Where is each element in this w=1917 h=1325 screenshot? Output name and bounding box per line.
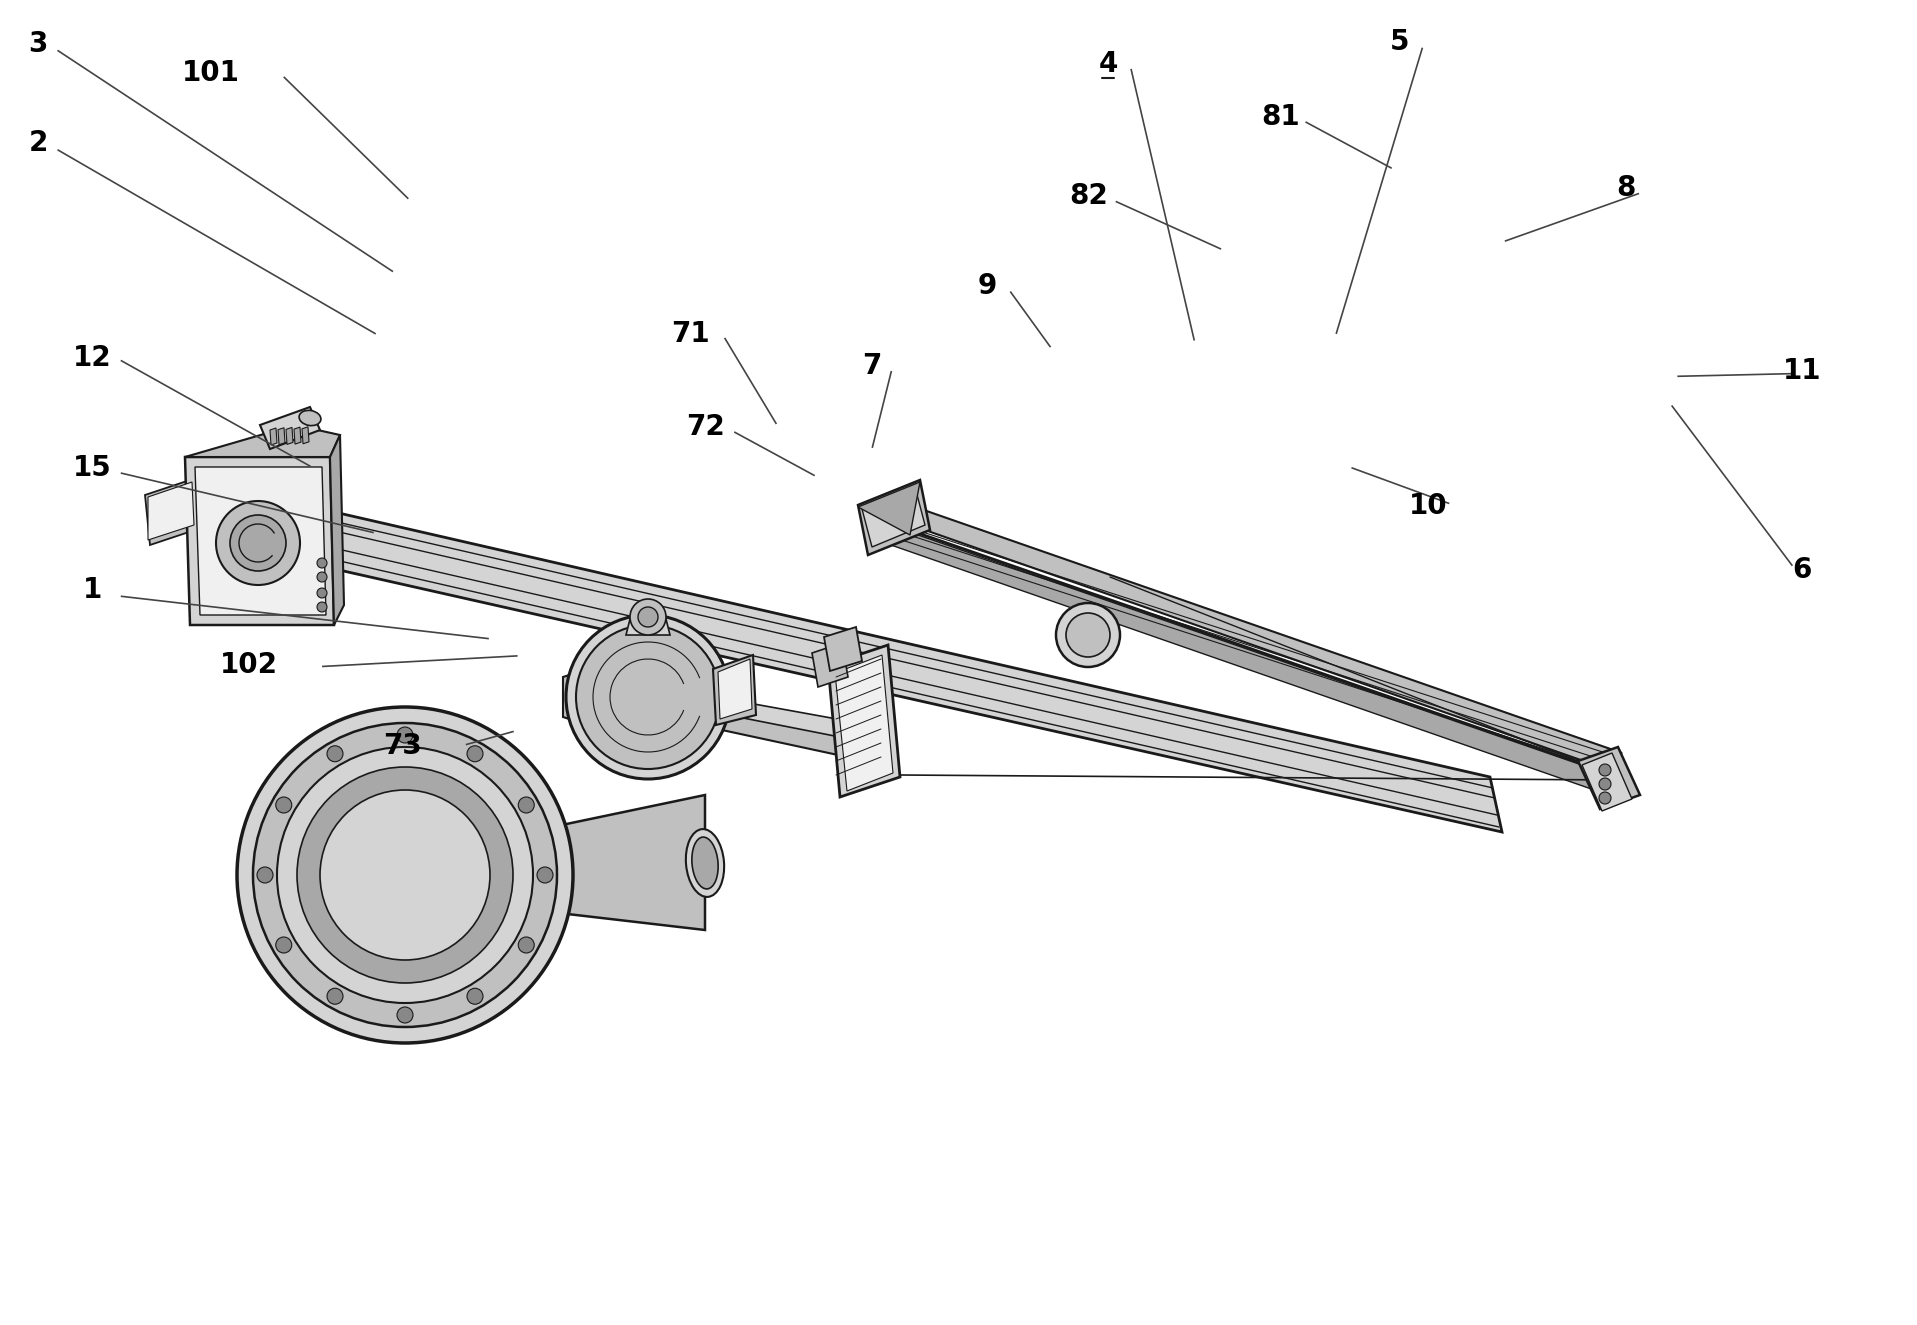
Polygon shape xyxy=(868,525,1620,788)
Polygon shape xyxy=(491,795,705,930)
Text: 2: 2 xyxy=(29,129,48,158)
Circle shape xyxy=(575,625,721,768)
Polygon shape xyxy=(293,427,301,444)
Circle shape xyxy=(468,746,483,762)
Circle shape xyxy=(316,588,328,598)
Circle shape xyxy=(1599,792,1610,804)
Circle shape xyxy=(631,599,665,635)
Polygon shape xyxy=(330,435,343,625)
Text: 7: 7 xyxy=(863,351,882,380)
Polygon shape xyxy=(1578,747,1641,810)
Text: 9: 9 xyxy=(978,272,997,301)
Polygon shape xyxy=(148,482,194,541)
Polygon shape xyxy=(196,466,326,615)
Polygon shape xyxy=(627,619,671,635)
Polygon shape xyxy=(270,428,276,445)
Polygon shape xyxy=(186,457,334,625)
Polygon shape xyxy=(824,627,863,670)
Polygon shape xyxy=(828,645,899,798)
Circle shape xyxy=(230,515,286,571)
Polygon shape xyxy=(863,488,926,547)
Polygon shape xyxy=(859,482,920,535)
Polygon shape xyxy=(286,428,293,444)
Text: 1: 1 xyxy=(82,575,102,604)
Circle shape xyxy=(1599,778,1610,790)
Text: 102: 102 xyxy=(220,651,278,680)
Text: 10: 10 xyxy=(1409,492,1447,521)
Circle shape xyxy=(1599,765,1610,776)
Circle shape xyxy=(316,572,328,582)
Text: 71: 71 xyxy=(671,319,709,348)
Polygon shape xyxy=(186,425,339,457)
Polygon shape xyxy=(728,702,870,739)
Polygon shape xyxy=(859,480,930,555)
Polygon shape xyxy=(303,427,309,444)
Circle shape xyxy=(276,937,291,953)
Circle shape xyxy=(468,988,483,1004)
Circle shape xyxy=(1066,613,1110,657)
Polygon shape xyxy=(868,500,1622,765)
Circle shape xyxy=(316,602,328,612)
Circle shape xyxy=(257,867,272,882)
Ellipse shape xyxy=(299,411,320,425)
Polygon shape xyxy=(719,659,751,719)
Circle shape xyxy=(276,798,291,814)
Circle shape xyxy=(518,937,535,953)
Polygon shape xyxy=(1582,753,1631,811)
Text: 4: 4 xyxy=(1098,49,1118,78)
Polygon shape xyxy=(146,480,196,545)
Text: 72: 72 xyxy=(686,412,725,441)
Circle shape xyxy=(638,607,658,627)
Text: 12: 12 xyxy=(73,343,111,372)
Text: 11: 11 xyxy=(1783,356,1821,386)
Circle shape xyxy=(316,558,328,568)
Circle shape xyxy=(253,723,558,1027)
Circle shape xyxy=(328,746,343,762)
Circle shape xyxy=(217,501,299,586)
Text: 3: 3 xyxy=(29,29,48,58)
Polygon shape xyxy=(713,655,755,725)
Circle shape xyxy=(518,798,535,814)
Circle shape xyxy=(328,988,343,1004)
Polygon shape xyxy=(868,527,1626,792)
Circle shape xyxy=(1056,603,1120,666)
Text: 82: 82 xyxy=(1070,182,1108,211)
Circle shape xyxy=(566,615,730,779)
Circle shape xyxy=(238,708,573,1043)
Text: 73: 73 xyxy=(383,731,422,761)
Polygon shape xyxy=(295,504,1503,832)
Polygon shape xyxy=(813,643,847,686)
Circle shape xyxy=(297,767,514,983)
Circle shape xyxy=(397,1007,412,1023)
Text: 101: 101 xyxy=(182,58,240,87)
Polygon shape xyxy=(707,712,849,755)
Polygon shape xyxy=(836,655,893,791)
Circle shape xyxy=(320,790,491,961)
Circle shape xyxy=(537,867,552,882)
Ellipse shape xyxy=(686,829,725,897)
Text: 81: 81 xyxy=(1261,102,1300,131)
Circle shape xyxy=(276,747,533,1003)
Polygon shape xyxy=(261,407,320,449)
Circle shape xyxy=(397,727,412,743)
Text: 5: 5 xyxy=(1390,28,1409,57)
Text: 15: 15 xyxy=(73,453,111,482)
Text: 6: 6 xyxy=(1792,555,1812,584)
Polygon shape xyxy=(278,428,286,445)
Text: 8: 8 xyxy=(1616,174,1635,203)
Polygon shape xyxy=(564,669,732,725)
Ellipse shape xyxy=(692,837,719,889)
